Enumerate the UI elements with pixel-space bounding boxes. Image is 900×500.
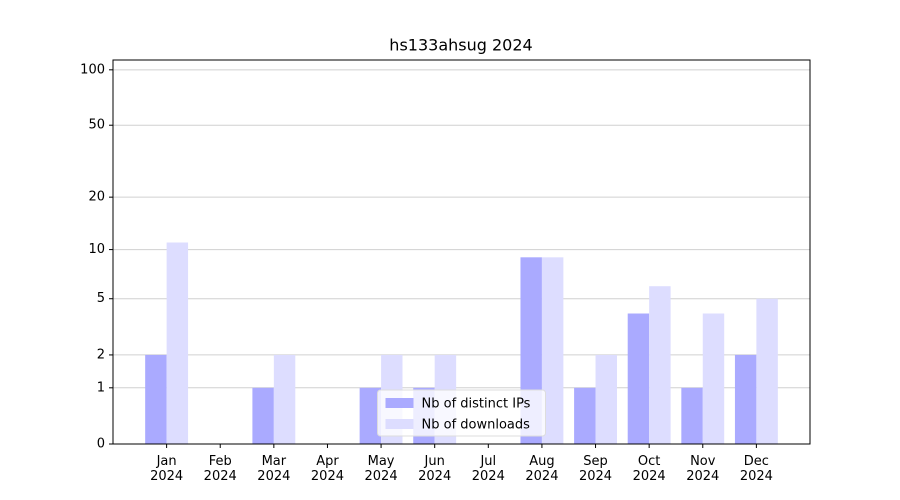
bar [734,354,757,444]
y-tick-label: 2 [97,347,105,362]
bar [681,387,703,444]
y-tick-label: 50 [88,118,105,133]
x-tick-label: Oct 2024 [633,454,666,484]
legend-swatch [385,398,414,408]
bar [756,298,778,444]
bar [649,286,671,444]
x-tick-label: Mar 2024 [257,454,290,484]
y-tick-label: 10 [88,242,105,257]
bar [145,354,167,444]
bar [541,257,564,444]
plot-frame [112,59,811,445]
x-tick-label: Jun 2024 [418,454,451,484]
x-tick-label: May 2024 [365,454,398,484]
x-tick-label: Aug 2024 [525,454,558,484]
y-tick-label: 1 [97,380,105,395]
chart-title: hs133ahsug 2024 [389,36,532,55]
x-tick-label: Dec 2024 [740,454,773,484]
x-tick-label: Jan 2024 [150,454,183,484]
bar [359,387,382,444]
bar [702,313,725,444]
bar [166,242,189,444]
x-tick-label: Apr 2024 [311,454,344,484]
legend-label: Nb of distinct IPs [422,397,531,412]
bar [627,313,650,444]
y-tick-label: 0 [97,437,105,452]
y-tick-label: 5 [97,291,105,306]
y-tick-label: 100 [80,62,105,77]
bar [252,387,274,444]
x-tick-label: Sep 2024 [579,454,612,484]
legend-box [377,389,546,437]
bar [595,354,617,444]
legend: Nb of distinct IPs Nb of downloads [377,389,546,437]
y-tick-label: 20 [88,190,105,205]
x-tick-label: Nov 2024 [686,454,719,484]
bar [574,387,596,444]
bar [273,354,296,444]
x-tick-label: Jul 2024 [472,454,505,484]
x-tick-label: Feb 2024 [204,454,237,484]
legend-swatch [385,419,414,429]
legend-label: Nb of downloads [422,418,531,433]
